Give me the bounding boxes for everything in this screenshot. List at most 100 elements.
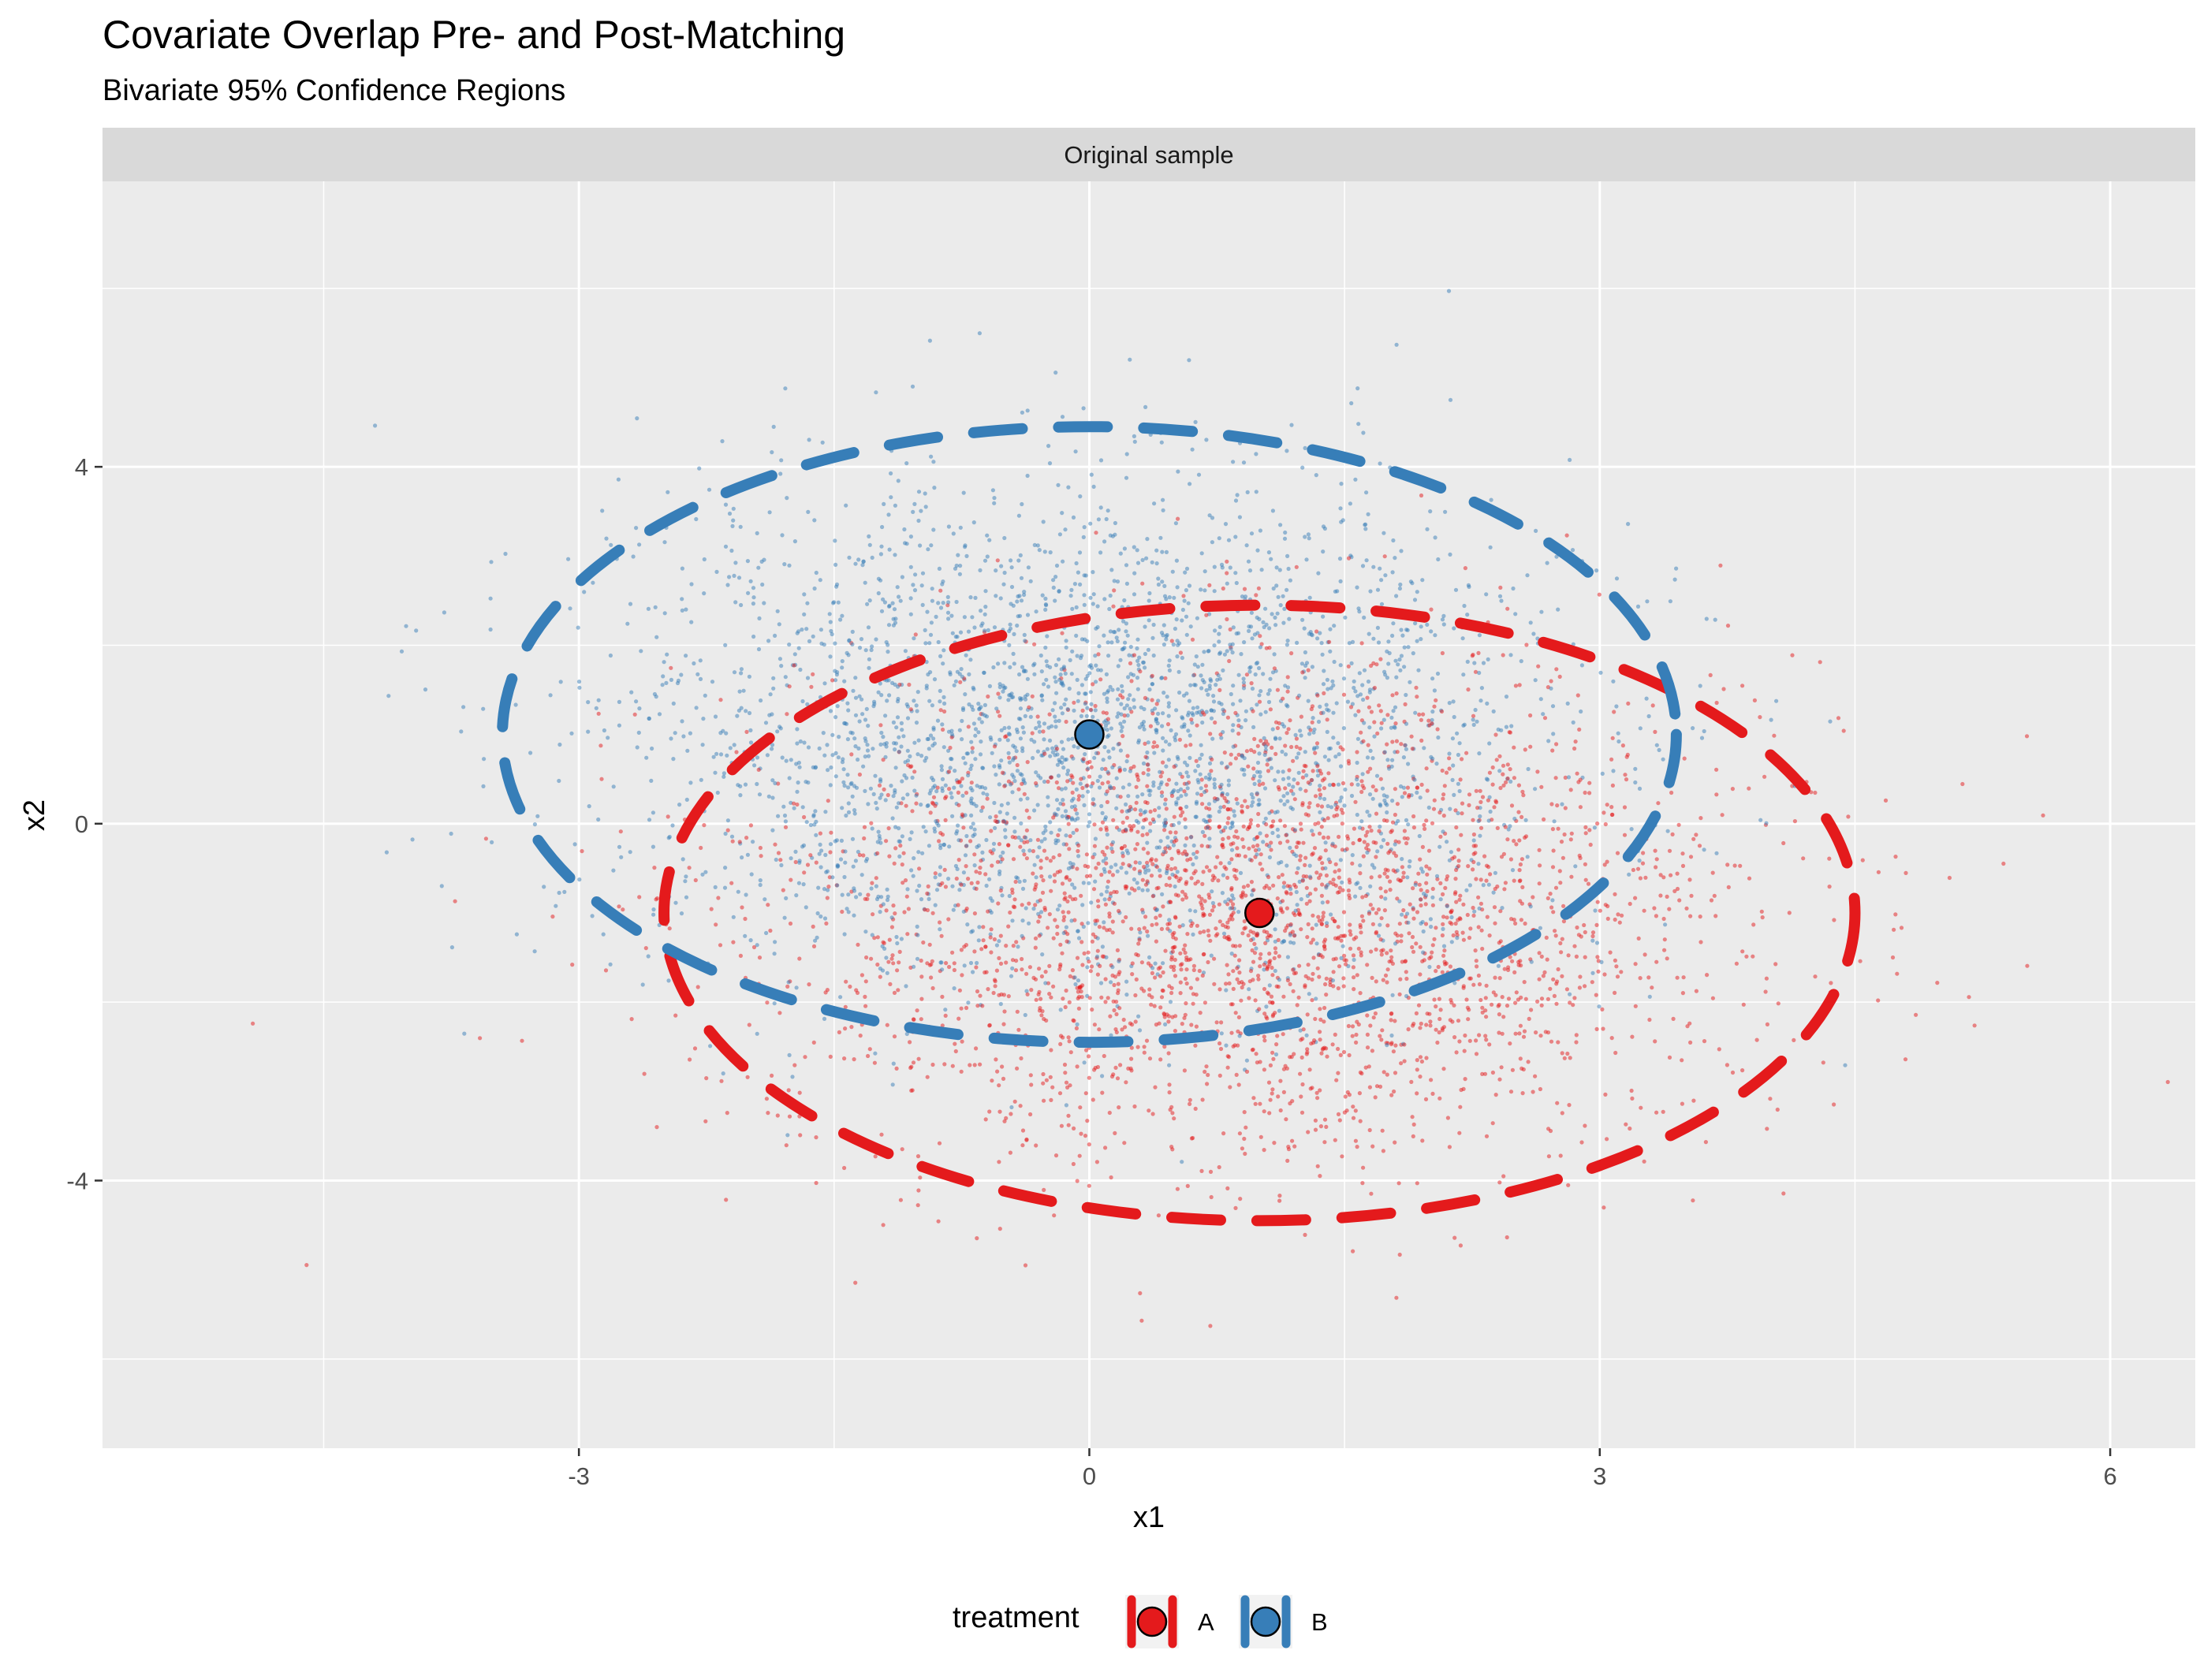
- scatter-point-a: [1512, 970, 1517, 974]
- scatter-point-a: [809, 684, 814, 689]
- scatter-point-b: [1396, 662, 1400, 667]
- scatter-point-b: [1271, 586, 1276, 591]
- scatter-point-a: [1303, 788, 1308, 793]
- scatter-point-b: [1120, 684, 1124, 688]
- scatter-point-b: [833, 751, 838, 756]
- scatter-point-b: [1164, 637, 1169, 642]
- scatter-point-a: [1647, 1017, 1652, 1023]
- scatter-point-a: [998, 933, 1003, 938]
- scatter-point-b: [897, 735, 901, 739]
- scatter-point-a: [1214, 933, 1218, 938]
- scatter-point-b: [802, 612, 807, 616]
- scatter-point-a: [974, 870, 979, 874]
- scatter-point-b: [1231, 723, 1236, 728]
- scatter-point-b: [1081, 881, 1086, 885]
- scatter-point-b: [1065, 772, 1070, 777]
- scatter-point-b: [1037, 548, 1042, 553]
- scatter-point-b: [870, 826, 874, 831]
- scatter-point-b: [1339, 482, 1344, 486]
- scatter-point-a: [1490, 765, 1495, 770]
- scatter-point-a: [1094, 1160, 1099, 1164]
- scatter-point-b: [843, 860, 848, 865]
- scatter-point-a: [1680, 1058, 1684, 1063]
- scatter-point-b: [1142, 706, 1147, 712]
- scatter-point-b: [800, 628, 804, 632]
- scatter-point-b: [1113, 532, 1117, 537]
- scatter-point-b: [1273, 927, 1277, 932]
- scatter-point-b: [1151, 653, 1156, 658]
- scatter-point-b: [1353, 477, 1358, 482]
- scatter-point-a: [1577, 985, 1582, 990]
- scatter-point-a: [1398, 878, 1403, 883]
- scatter-point-a: [969, 780, 974, 785]
- scatter-point-b: [1416, 668, 1421, 672]
- scatter-point-b: [1303, 535, 1307, 539]
- scatter-point-b: [1600, 771, 1605, 777]
- scatter-point-a: [1377, 829, 1382, 833]
- scatter-point-a: [1124, 915, 1128, 920]
- scatter-point-b: [777, 657, 783, 661]
- scatter-point-a: [1653, 848, 1657, 853]
- scatter-point-b: [792, 652, 797, 657]
- scatter-point-b: [1267, 844, 1272, 848]
- scatter-point-b: [1139, 705, 1143, 710]
- scatter-point-a: [1226, 836, 1231, 840]
- scatter-point-b: [873, 1051, 878, 1056]
- scatter-point-b: [1534, 528, 1538, 534]
- scatter-point-b: [1355, 782, 1360, 787]
- scatter-point-b: [1365, 755, 1370, 760]
- scatter-point-b: [885, 887, 889, 892]
- scatter-point-b: [1161, 736, 1165, 740]
- scatter-point-b: [625, 621, 630, 626]
- scatter-point-b: [1477, 633, 1482, 638]
- scatter-point-a: [1765, 1127, 1769, 1131]
- scatter-point-a: [871, 912, 875, 917]
- scatter-point-b: [898, 598, 903, 603]
- scatter-point-a: [1667, 1055, 1672, 1060]
- scatter-point-a: [1595, 955, 1600, 959]
- scatter-point-b: [714, 569, 719, 575]
- scatter-point-a: [930, 911, 935, 915]
- scatter-point-a: [1407, 931, 1411, 936]
- scatter-point-a: [1427, 866, 1432, 871]
- scatter-point-b: [1370, 862, 1374, 867]
- scatter-point-a: [1411, 1023, 1415, 1028]
- scatter-point-b: [1142, 727, 1147, 732]
- scatter-point-b: [651, 907, 656, 912]
- scatter-point-a: [1231, 902, 1236, 907]
- scatter-point-a: [1027, 901, 1031, 906]
- scatter-point-b: [1593, 908, 1598, 913]
- scatter-point-b: [1184, 614, 1189, 619]
- scatter-point-b: [755, 1031, 759, 1036]
- scatter-point-b: [994, 594, 998, 598]
- scatter-point-a: [1154, 1023, 1158, 1027]
- scatter-point-b: [1219, 1031, 1224, 1036]
- scatter-point-b: [732, 573, 736, 579]
- scatter-point-b: [1235, 493, 1240, 497]
- scatter-point-a: [1008, 1150, 1012, 1155]
- scatter-point-b: [1017, 879, 1022, 884]
- scatter-point-a: [1200, 906, 1205, 911]
- scatter-point-a: [1337, 889, 1342, 894]
- scatter-point-a: [1263, 941, 1268, 945]
- scatter-point-a: [1276, 937, 1281, 942]
- scatter-point-a: [1063, 1004, 1068, 1010]
- scatter-point-b: [1199, 673, 1203, 678]
- scatter-point-b: [912, 788, 917, 793]
- scatter-point-a: [881, 1223, 886, 1227]
- scatter-point-b: [934, 789, 939, 794]
- scatter-point-a: [1154, 702, 1159, 706]
- scatter-point-b: [1079, 683, 1084, 687]
- scatter-point-a: [1353, 1108, 1358, 1113]
- scatter-point-b: [1267, 626, 1272, 631]
- scatter-point-b: [1404, 818, 1409, 822]
- scatter-point-b: [1021, 848, 1026, 853]
- scatter-point-b: [1016, 558, 1021, 563]
- scatter-point-b: [886, 650, 890, 654]
- scatter-point-a: [1725, 1063, 1729, 1067]
- scatter-point-a: [1224, 982, 1229, 986]
- scatter-point-a: [1003, 735, 1008, 739]
- scatter-point-a: [1658, 873, 1663, 877]
- scatter-point-a: [969, 881, 974, 885]
- scatter-point-b: [1270, 612, 1274, 616]
